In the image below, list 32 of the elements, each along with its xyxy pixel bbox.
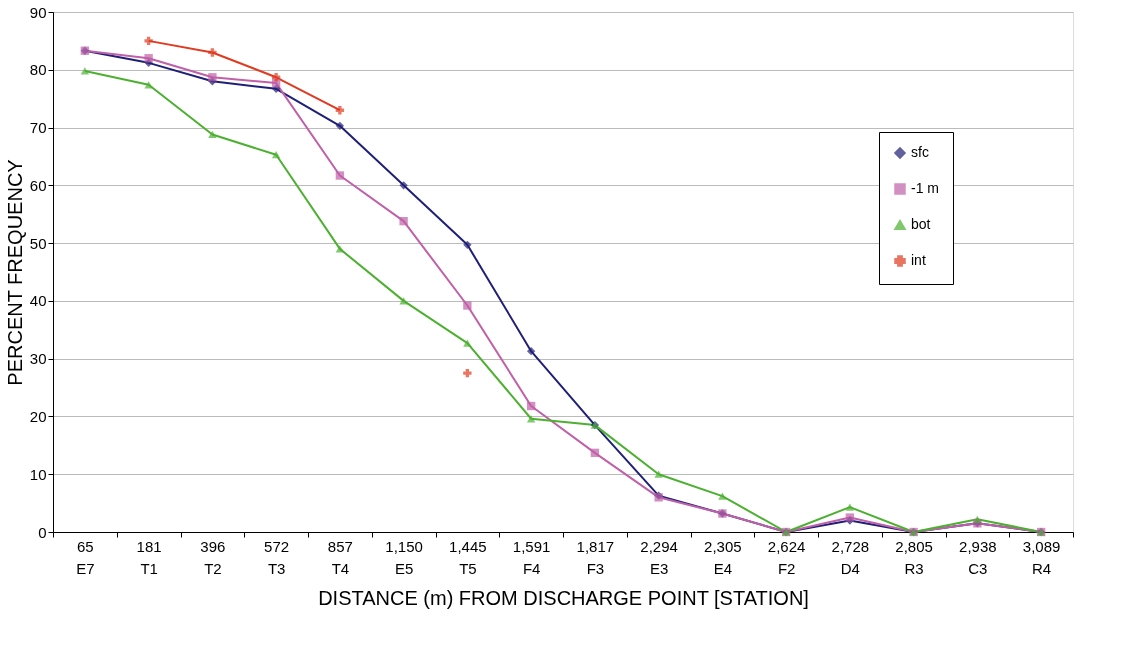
y-tick-label: 10 bbox=[29, 465, 47, 483]
legend-label: sfc bbox=[911, 144, 929, 160]
x-tick-label: 2,294 E3 bbox=[640, 537, 678, 577]
x-tick-label: 396 T2 bbox=[200, 537, 226, 577]
legend-label: int bbox=[911, 252, 926, 268]
y-tick-label: 40 bbox=[29, 292, 47, 310]
x-tick-label: 2,624 F2 bbox=[767, 537, 806, 577]
y-tick-label: 0 bbox=[38, 523, 47, 541]
x-tick-label: 1,150 E5 bbox=[385, 537, 423, 577]
x-tick-label: 1,445 T5 bbox=[449, 537, 487, 577]
legend-label: bot bbox=[911, 216, 931, 232]
x-tick-label: 857 T4 bbox=[327, 537, 353, 577]
y-tick-label: 60 bbox=[29, 176, 47, 194]
x-tick-label: 2,805 R3 bbox=[895, 537, 933, 577]
x-tick-label: 3,089 R4 bbox=[1022, 537, 1061, 577]
y-axis-title: PERCENT FREQUENCY bbox=[3, 159, 26, 386]
x-tick-label: 2,305 E4 bbox=[704, 537, 742, 577]
y-tick-label: 50 bbox=[29, 234, 47, 252]
legend-label: -1 m bbox=[911, 180, 939, 196]
x-tick-label: 572 T3 bbox=[264, 537, 290, 577]
y-tick-label: 20 bbox=[29, 407, 47, 425]
x-tick-label: 181 T1 bbox=[136, 537, 162, 577]
x-tick-label: 2,938 C3 bbox=[959, 537, 997, 577]
x-tick-label: 1,591 F4 bbox=[512, 537, 551, 577]
y-tick-label: 90 bbox=[29, 3, 47, 21]
y-tick-label: 80 bbox=[29, 61, 47, 79]
y-tick-label: 30 bbox=[29, 350, 47, 368]
x-tick-label: 2,728 D4 bbox=[831, 537, 870, 577]
x-tick-label: 65 E7 bbox=[76, 537, 95, 577]
x-tick-label: 1,817 F3 bbox=[576, 537, 615, 577]
x-axis-title: DISTANCE (m) FROM DISCHARGE POINT [STATION] bbox=[318, 586, 809, 609]
y-tick-label: 70 bbox=[29, 119, 47, 137]
